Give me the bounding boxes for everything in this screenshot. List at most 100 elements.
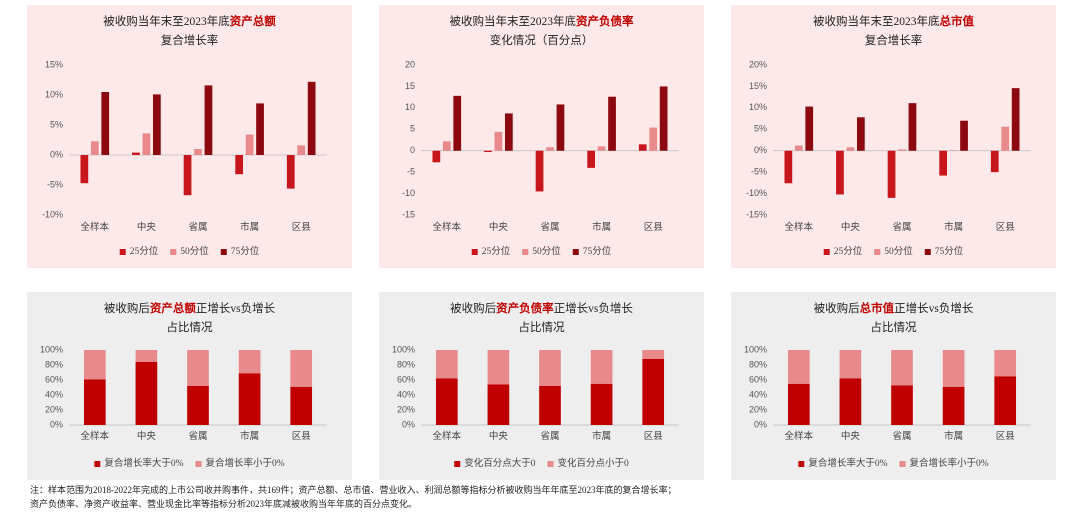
legend-swatch	[874, 249, 881, 255]
bar-segment	[135, 362, 158, 425]
legend-swatch	[823, 249, 830, 255]
y-tick-label: 0%	[50, 419, 63, 429]
legend-swatch	[220, 249, 227, 255]
chart-title: 复合增长率	[161, 33, 219, 47]
y-tick-label: -15%	[746, 209, 767, 219]
title-segment: 资产负债率	[576, 14, 634, 28]
title-segment: 正增长vs负增长	[196, 301, 276, 315]
chart-title: 被收购后资产负债率正增长vs负增长	[450, 301, 633, 315]
x-tick-label: 市属	[592, 430, 611, 442]
bar-segment	[590, 350, 613, 384]
legend-swatch	[924, 249, 931, 255]
legend-label: 复合增长率大于0%	[104, 457, 183, 469]
bar-segment	[839, 350, 862, 379]
footnote: 注：样本范围为2018-2022年完成的上市公司收并购事件，共169件；资产总额…	[30, 484, 677, 495]
legend-label: 复合增长率小于0%	[206, 457, 285, 469]
y-tick-label: 0%	[50, 149, 63, 159]
y-tick-label: 100%	[744, 344, 767, 354]
y-tick-label: 5	[410, 124, 415, 134]
y-tick-label: 10%	[749, 102, 767, 112]
y-tick-label: 5%	[754, 124, 767, 134]
title-segment: 正增长vs负增长	[554, 301, 634, 315]
bar-segment	[787, 383, 810, 425]
y-tick-label: 80%	[749, 359, 767, 369]
bar	[898, 149, 906, 151]
bar-segment	[435, 378, 458, 425]
bar-segment	[83, 350, 106, 380]
bar-segment	[642, 350, 665, 359]
bar	[101, 92, 110, 155]
chart-title: 被收购当年末至2023年底资产总额	[103, 14, 276, 28]
legend-label: 50分位	[884, 245, 913, 257]
bar	[805, 106, 814, 151]
bar-segment	[135, 350, 158, 362]
x-tick-label: 中央	[489, 221, 509, 233]
y-tick-label: 20	[405, 59, 415, 69]
chart-title: 被收购当年末至2023年底总市值	[813, 14, 974, 28]
legend-label: 变化百分点小于0	[558, 457, 630, 469]
y-tick-label: 60%	[45, 374, 63, 384]
legend-swatch	[195, 461, 202, 467]
y-tick-label: 40%	[397, 389, 415, 399]
bar-segment	[539, 386, 561, 425]
bar-segment	[435, 350, 458, 379]
y-tick-label: 0%	[402, 419, 415, 429]
legend-swatch	[522, 249, 529, 255]
bar	[484, 150, 492, 152]
x-tick-label: 中央	[137, 430, 157, 442]
y-tick-label: -10%	[746, 188, 767, 198]
title-segment: 占比情况	[167, 320, 213, 334]
legend-swatch	[471, 249, 478, 255]
legend-swatch	[94, 461, 101, 467]
title-segment: 资产负债率	[496, 301, 554, 315]
x-tick-label: 区县	[644, 431, 663, 442]
x-tick-label: 省属	[892, 221, 911, 233]
bar	[432, 150, 441, 163]
x-tick-label: 省属	[892, 430, 911, 442]
title-segment: 占比情况	[519, 320, 565, 334]
bar	[556, 104, 565, 151]
y-tick-label: 10	[405, 102, 415, 112]
x-tick-label: 区县	[644, 222, 663, 233]
y-tick-label: 5%	[50, 119, 63, 129]
y-tick-label: 60%	[749, 374, 767, 384]
bar-segment	[290, 386, 313, 425]
x-tick-label: 全样本	[433, 221, 462, 233]
bar-segment	[642, 359, 665, 425]
bar-segment	[487, 350, 510, 385]
bar-segment	[83, 379, 106, 425]
x-tick-label: 区县	[996, 222, 1015, 233]
y-tick-label: 100%	[392, 344, 415, 354]
bar	[245, 134, 254, 155]
bar	[453, 95, 462, 151]
panel-background	[27, 5, 352, 268]
y-tick-label: -5%	[751, 167, 767, 177]
bar	[132, 152, 140, 155]
title-segment: 被收购当年末至2023年底	[813, 14, 940, 28]
bar	[939, 150, 948, 176]
y-tick-label: 20%	[749, 59, 767, 69]
bar	[194, 149, 202, 155]
x-tick-label: 全样本	[785, 430, 814, 442]
x-tick-label: 中央	[841, 430, 861, 442]
x-tick-label: 市属	[240, 430, 259, 442]
legend-label: 75分位	[231, 245, 260, 257]
legend-label: 50分位	[532, 245, 561, 257]
bar	[307, 81, 316, 155]
legend-label: 25分位	[482, 245, 511, 257]
bar	[659, 86, 668, 151]
title-segment: 被收购后	[104, 301, 150, 315]
legend-swatch	[899, 461, 906, 467]
x-tick-label: 区县	[996, 431, 1015, 442]
y-tick-label: 80%	[45, 359, 63, 369]
x-tick-label: 中央	[841, 221, 861, 233]
legend-label: 75分位	[935, 245, 964, 257]
legend-label: 复合增长率小于0%	[910, 457, 989, 469]
bar	[442, 141, 451, 151]
bar	[649, 127, 658, 151]
y-tick-label: 15%	[45, 59, 63, 69]
bar-segment	[238, 373, 261, 425]
bar	[1001, 126, 1010, 151]
x-tick-label: 市属	[944, 221, 963, 233]
